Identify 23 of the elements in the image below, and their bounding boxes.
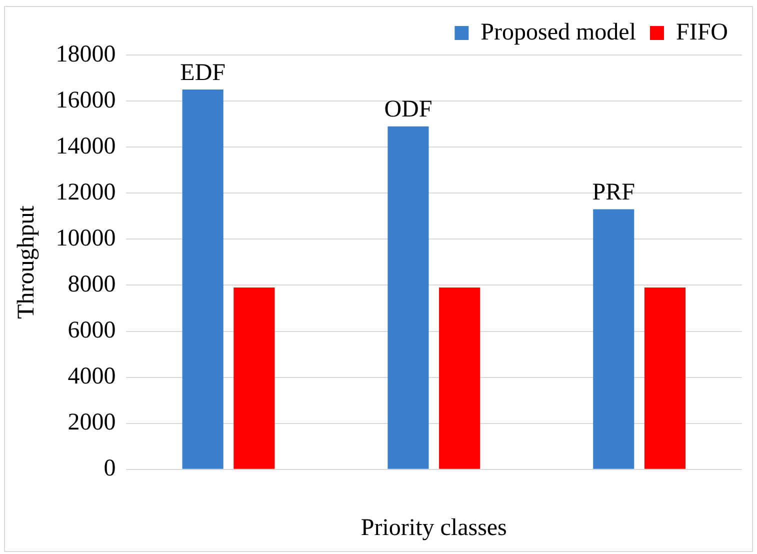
annotation: PRF [592, 180, 635, 206]
bar [439, 288, 480, 469]
bar [234, 288, 275, 469]
bar [593, 209, 634, 469]
y-tick-label: 14000 [56, 133, 116, 160]
y-tick-label: 8000 [68, 272, 116, 298]
y-tick-label: 18000 [56, 41, 116, 68]
legend-label: Proposed model [480, 19, 636, 46]
x-axis-title: Priority classes [360, 514, 507, 541]
bar [182, 90, 224, 469]
y-tick-label: 0 [104, 456, 116, 482]
y-tick-label: 16000 [56, 87, 116, 114]
annotation: ODF [384, 96, 432, 123]
y-tick-label: 4000 [68, 364, 116, 390]
bar [388, 126, 429, 469]
bar [644, 288, 686, 469]
y-tick-label: 12000 [56, 179, 116, 206]
y-tick-label: 2000 [68, 410, 116, 436]
y-axis-title: Throughput [14, 205, 40, 319]
y-tick-label: 6000 [68, 318, 116, 344]
annotation: EDF [180, 60, 226, 86]
legend-label: FIFO [676, 19, 728, 46]
y-tick-label: 10000 [56, 225, 116, 252]
